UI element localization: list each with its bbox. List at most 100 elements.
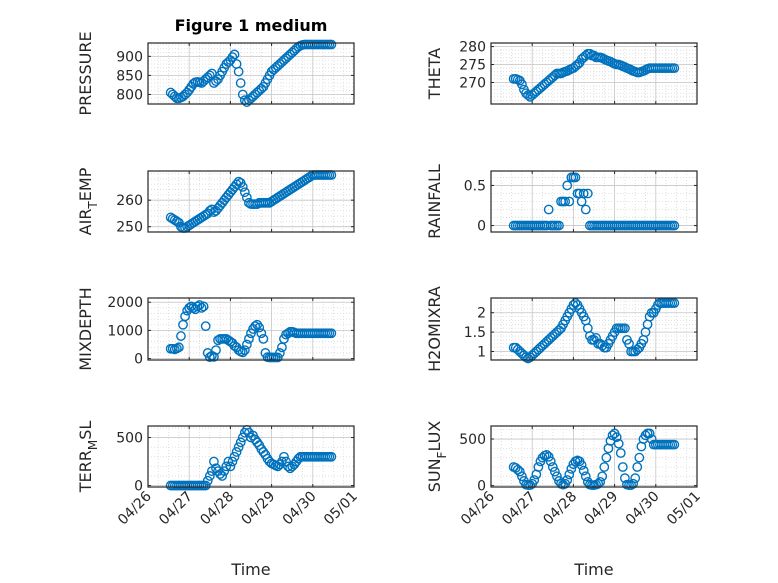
data-point: [231, 447, 242, 457]
data-point: [192, 301, 203, 312]
data-point: [204, 352, 215, 363]
subplot-air: 250 260 AIRTEMP: [76, 167, 355, 236]
data-point: [176, 331, 186, 341]
data-point: [223, 456, 234, 467]
data-point: [564, 469, 575, 480]
data-point: [272, 352, 283, 363]
data-point: [595, 476, 606, 487]
y-tick-label: 275: [459, 58, 486, 74]
data-point: [227, 456, 238, 467]
data-point: [578, 465, 589, 476]
data-series: [508, 298, 680, 364]
data-point: [235, 78, 246, 88]
data-point: [254, 322, 265, 333]
data-point: [669, 439, 680, 450]
data-point: [229, 451, 240, 462]
data-point: [209, 456, 219, 467]
y-axis-label-tail: EMP: [76, 167, 95, 201]
y-axis-label: TERRMSL: [76, 421, 100, 494]
y-axis-label: AIRTEMP: [76, 167, 100, 235]
data-series: [165, 170, 337, 233]
data-point: [562, 180, 573, 191]
data-point: [209, 351, 219, 362]
y-axis-label-main: TERR: [76, 450, 95, 493]
data-series: [165, 39, 337, 107]
data-point: [326, 39, 337, 50]
data-series: [508, 48, 680, 102]
data-point: [237, 347, 248, 358]
subplot-h2omixra: 1 1.5 2 H2OMIXRA: [425, 286, 698, 372]
y-axis-label-subscript: F: [435, 451, 449, 458]
y-axis-label-main: THETA: [425, 48, 444, 100]
data-point: [227, 52, 238, 63]
data-point: [194, 300, 205, 310]
data-point: [628, 478, 639, 489]
y-tick-label: 0: [477, 219, 486, 235]
data-point: [632, 462, 643, 472]
data-point: [252, 319, 263, 330]
data-point: [669, 220, 680, 231]
subplot-mixdepth: 0 1000 2000 MIXDEPTH: [76, 287, 355, 371]
data-point: [545, 456, 556, 467]
data-point: [235, 437, 246, 448]
data-point: [206, 204, 217, 215]
axes-box: [490, 170, 698, 233]
data-point: [237, 89, 248, 100]
y-axis-label-main: RAINFALL: [425, 164, 444, 239]
data-point: [580, 204, 591, 215]
data-point: [549, 466, 560, 477]
data-point: [620, 473, 630, 484]
y-axis-label-main: MIXDEPTH: [76, 287, 95, 370]
data-point: [523, 90, 533, 100]
data-point: [566, 463, 577, 474]
y-axis-label-main: SUN: [425, 458, 444, 492]
y-tick-label: 1.5: [464, 325, 486, 341]
y-tick-label: 900: [116, 49, 143, 65]
y-tick-label: 800: [116, 87, 143, 103]
y-tick-label: 0: [477, 479, 486, 495]
data-point: [221, 461, 232, 472]
data-point: [613, 438, 624, 449]
data-point: [601, 452, 612, 463]
data-point: [554, 220, 564, 231]
x-axis-label-right: Time: [573, 560, 613, 579]
data-point: [233, 442, 244, 453]
data-point: [547, 462, 558, 472]
data-point: [620, 323, 630, 334]
y-axis-label: SUNFLUX: [425, 421, 449, 493]
data-point: [239, 345, 250, 356]
axes-box: [490, 297, 698, 361]
y-axis-label-tail: SL: [76, 421, 95, 440]
data-point: [514, 466, 525, 477]
data-point: [617, 462, 628, 472]
y-tick-label: 0: [134, 479, 143, 495]
y-tick-label: 1000: [107, 323, 143, 339]
data-point: [258, 333, 269, 344]
data-point: [229, 49, 240, 60]
data-point: [562, 475, 573, 485]
data-point: [599, 462, 610, 472]
data-series: [508, 428, 680, 491]
data-point: [279, 451, 289, 462]
data-point: [204, 70, 215, 81]
data-point: [543, 451, 554, 462]
data-point: [615, 448, 626, 458]
data-point: [200, 321, 211, 332]
data-point: [233, 66, 244, 77]
data-point: [274, 348, 285, 358]
y-axis-label: THETA: [425, 48, 444, 100]
data-point: [517, 471, 527, 482]
data-point: [225, 461, 236, 472]
data-point: [597, 471, 608, 482]
data-series: [165, 424, 337, 491]
data-point: [239, 427, 250, 438]
y-tick-label: 2000: [107, 295, 143, 311]
data-point: [529, 475, 540, 485]
y-tick-label: 260: [116, 193, 143, 209]
axes-box: [147, 425, 355, 488]
y-axis-label-subscript: T: [86, 201, 100, 210]
data-point: [564, 196, 575, 207]
data-point: [669, 63, 680, 74]
